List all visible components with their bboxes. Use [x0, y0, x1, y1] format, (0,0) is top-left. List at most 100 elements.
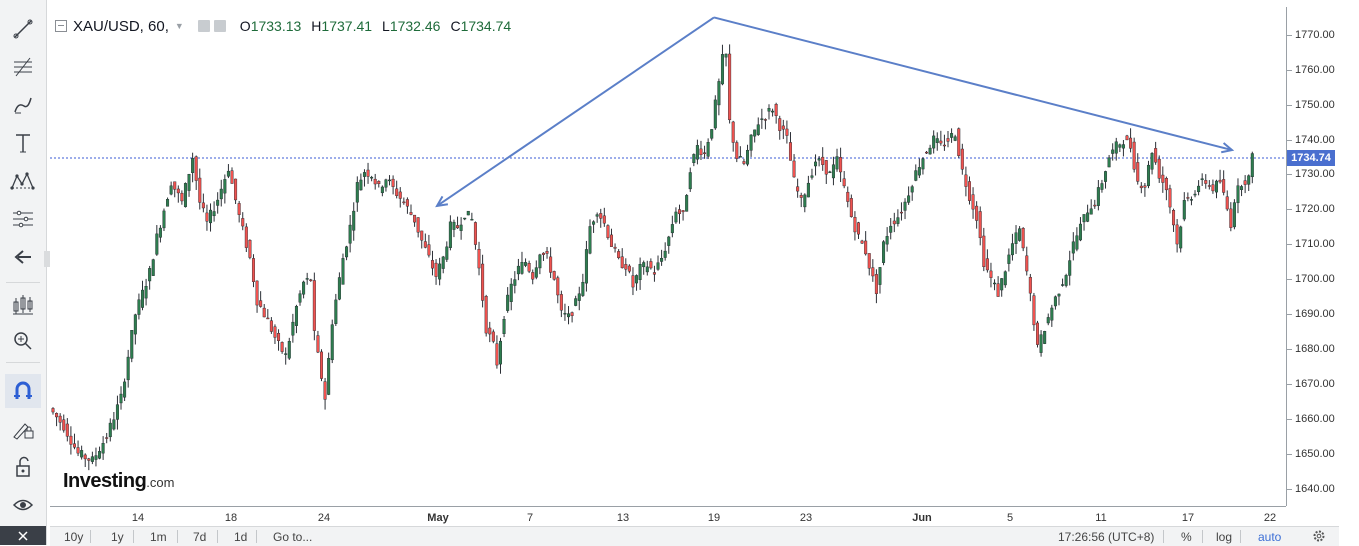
- candle-body: [1175, 224, 1179, 245]
- candle-body: [1139, 185, 1143, 189]
- candle-body: [1057, 293, 1061, 297]
- candle-body: [581, 281, 585, 296]
- settings-icon[interactable]: [213, 20, 226, 32]
- trash-tool-icon[interactable]: [0, 526, 46, 545]
- symbol-label[interactable]: XAU/USD, 60,: [73, 17, 169, 35]
- candle-body: [660, 257, 664, 262]
- candle-body: [728, 53, 732, 121]
- candle-body: [55, 413, 59, 418]
- chevron-down-icon[interactable]: ▼: [174, 21, 184, 31]
- candle-body: [466, 210, 470, 216]
- low-label: L: [382, 18, 390, 34]
- time-axis[interactable]: 14 18 24 May 7 13 19 23 Jun 5 11 17 22: [50, 506, 1286, 527]
- magnet-tool-icon[interactable]: [5, 374, 41, 408]
- candle-body: [194, 156, 198, 181]
- candle-body: [763, 119, 767, 121]
- candle-body: [248, 239, 252, 258]
- candle-body: [1032, 295, 1036, 326]
- price-tick-mark: [1287, 174, 1292, 176]
- candle-body: [1218, 179, 1222, 183]
- candle-body: [753, 129, 757, 137]
- candle-body: [1136, 162, 1140, 182]
- measure-tool-icon[interactable]: [5, 204, 41, 234]
- range-1y-button[interactable]: 1y: [111, 530, 124, 544]
- price-tick-mark: [1287, 418, 1292, 420]
- candle-body: [302, 281, 306, 295]
- candle-body: [975, 205, 979, 221]
- candle-body: [352, 210, 356, 231]
- candle-body: [341, 258, 345, 285]
- indicators-tool-icon[interactable]: [5, 290, 41, 320]
- time-tick-label: Jun: [912, 512, 932, 524]
- unlock-tool-icon[interactable]: [5, 452, 41, 482]
- candle-body: [337, 277, 341, 300]
- candle-body: [1036, 322, 1040, 345]
- candle-body: [98, 451, 102, 459]
- candle-body: [133, 314, 137, 335]
- candle-body: [62, 419, 66, 431]
- legend-collapse-icon[interactable]: [55, 20, 67, 32]
- candle-body: [223, 179, 227, 194]
- candle-body: [860, 240, 864, 244]
- range-1d-button[interactable]: 1d: [234, 530, 248, 544]
- percent-toggle[interactable]: %: [1181, 530, 1192, 544]
- bottom-divider: [1163, 530, 1164, 543]
- candle-body: [1061, 284, 1065, 286]
- log-toggle[interactable]: log: [1216, 530, 1233, 544]
- goto-button[interactable]: Go to...: [273, 530, 313, 544]
- candle-body: [1132, 141, 1136, 170]
- candle-body: [255, 280, 259, 306]
- candle-body: [1143, 185, 1147, 188]
- visibility-icon[interactable]: [197, 20, 210, 32]
- trendlines[interactable]: [435, 16, 1235, 208]
- back-arrow-icon[interactable]: [5, 242, 41, 272]
- clock-time[interactable]: 17:26:56 (UTC+8): [1058, 530, 1155, 544]
- candle-body: [219, 188, 223, 200]
- candle-body: [631, 275, 635, 288]
- bottom-divider: [177, 530, 178, 543]
- gear-icon[interactable]: [1309, 526, 1329, 545]
- toolbar-collapse-handle[interactable]: [44, 251, 50, 267]
- fib-tool-icon[interactable]: [5, 52, 41, 82]
- range-10y-button[interactable]: 10y: [64, 530, 84, 544]
- candle-body: [87, 458, 91, 461]
- candle-body: [484, 296, 488, 334]
- price-tick-mark: [1287, 244, 1292, 246]
- candle-body: [960, 148, 964, 170]
- price-tick-mark: [1287, 383, 1292, 385]
- candle-body: [835, 156, 839, 170]
- candle-body: [126, 356, 130, 381]
- candle-body: [892, 220, 896, 225]
- price-tick-label: 1680.00: [1295, 342, 1335, 355]
- candle-body: [1247, 175, 1251, 185]
- range-7d-button[interactable]: 7d: [193, 530, 207, 544]
- candle-body: [993, 282, 997, 285]
- auto-toggle[interactable]: auto: [1258, 530, 1282, 544]
- candle-body: [1243, 180, 1247, 185]
- candle-body: [277, 333, 281, 341]
- candle-body: [796, 186, 800, 192]
- candle-body: [1114, 141, 1118, 154]
- range-1m-button[interactable]: 1m: [150, 530, 167, 544]
- price-axis[interactable]: 1770.00 1760.00 1750.00 1740.00 1730.00 1720.…: [1286, 7, 1339, 506]
- candle-body: [362, 172, 366, 177]
- candle-body: [785, 128, 789, 136]
- candle-body: [574, 298, 578, 306]
- candle-body: [624, 264, 628, 270]
- lock-draw-tool-icon[interactable]: [5, 414, 41, 444]
- candle-body: [964, 174, 968, 187]
- trendline-tool-icon[interactable]: [5, 14, 41, 44]
- text-tool-icon[interactable]: [5, 128, 41, 158]
- pattern-tool-icon[interactable]: [5, 166, 41, 196]
- price-tick-label: 1690.00: [1295, 308, 1335, 321]
- brush-tool-icon[interactable]: [5, 90, 41, 120]
- eye-tool-icon[interactable]: [5, 490, 41, 520]
- current-price-tag: 1734.74: [1287, 149, 1335, 166]
- price-chart[interactable]: [50, 7, 1286, 506]
- zoom-tool-icon[interactable]: [5, 326, 41, 356]
- candle-body: [1197, 185, 1201, 193]
- candle-body: [463, 217, 467, 220]
- price-tick-label: 1770.00: [1295, 28, 1335, 41]
- candle-body: [778, 118, 782, 131]
- candle-body: [681, 210, 685, 213]
